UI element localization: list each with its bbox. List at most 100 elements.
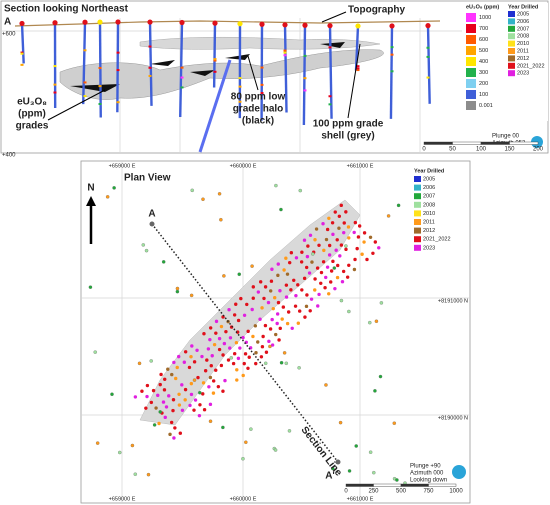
collar [209, 364, 213, 368]
collar [110, 392, 114, 397]
scale-label: 100 [476, 147, 487, 153]
collar [196, 375, 200, 380]
collar [373, 240, 378, 244]
easting-label: +659000 E [109, 496, 136, 502]
legend-label: 2010 [517, 41, 529, 47]
legend-label: 0.001 [479, 103, 493, 109]
grade-interval [213, 59, 217, 62]
collar [371, 251, 375, 255]
collar [151, 388, 156, 393]
collar [353, 257, 357, 262]
collar [309, 297, 314, 301]
collar [170, 372, 174, 377]
collar [141, 243, 146, 247]
collar [208, 375, 213, 380]
collar [182, 360, 187, 364]
collar [231, 361, 236, 366]
collar [268, 327, 273, 331]
northing-label: +8191000 N [438, 298, 468, 304]
collar [239, 296, 243, 301]
collar [217, 192, 222, 196]
collar [341, 269, 346, 274]
arrow [247, 55, 259, 91]
collar [193, 398, 198, 402]
collar [226, 358, 231, 362]
collar [331, 232, 335, 237]
easting-label: +660000 E [230, 496, 257, 502]
grade-interval [20, 52, 24, 55]
legend-label: 2011 [423, 219, 435, 225]
collar [275, 312, 280, 316]
collar [180, 383, 184, 387]
halo-note: grade halo [233, 104, 284, 115]
collar [232, 313, 237, 317]
collar [118, 450, 122, 455]
collar [299, 260, 304, 264]
collar [379, 301, 384, 305]
legend-swatch [466, 46, 476, 55]
collar [137, 361, 142, 366]
collar [201, 197, 205, 201]
collar [259, 21, 265, 27]
collar [293, 304, 298, 308]
collar [316, 304, 320, 308]
grade-interval [116, 51, 120, 54]
collar [270, 343, 275, 347]
grade-interval [390, 53, 394, 56]
collar [368, 320, 372, 325]
collar [331, 466, 335, 471]
collar [254, 351, 258, 355]
collar [284, 283, 289, 287]
scale-label: 50 [449, 147, 456, 153]
collar [313, 288, 317, 292]
legend-label: 2010 [423, 211, 435, 217]
collar [245, 302, 249, 307]
collar [335, 238, 339, 242]
collar [158, 382, 162, 387]
drill-holes [19, 19, 431, 126]
legend-label: 200 [479, 81, 488, 87]
collar [302, 238, 307, 242]
collar [347, 263, 351, 267]
collar [266, 300, 271, 305]
collar [147, 19, 153, 25]
collar [189, 355, 193, 359]
legend-label: 300 [479, 70, 488, 76]
collar [145, 394, 149, 399]
collar [395, 478, 399, 482]
drill-hole [98, 22, 102, 118]
collar [323, 285, 327, 290]
north-label: N [87, 183, 94, 194]
collar [227, 307, 231, 312]
collar [217, 347, 222, 352]
collar [214, 331, 218, 335]
legend-title: eU₃O₈ (ppm) [466, 4, 499, 10]
collar [317, 292, 321, 297]
scale-segment [345, 483, 374, 487]
legend-label: 2008 [517, 34, 529, 40]
grade-interval [303, 89, 307, 92]
collar [263, 285, 268, 289]
collar [241, 373, 245, 378]
collar [198, 390, 202, 395]
collar [271, 306, 275, 311]
grades-note: grades [16, 121, 49, 132]
legend-swatch [414, 244, 421, 251]
plan-title: Plan View [124, 173, 171, 184]
scale-label: 0 [344, 489, 348, 495]
collar [329, 280, 333, 284]
collar [192, 360, 197, 364]
collar [228, 346, 232, 350]
grade-interval [260, 83, 264, 86]
collar [308, 233, 313, 238]
collar [360, 252, 364, 256]
section-end [149, 221, 155, 227]
collar [189, 293, 194, 298]
drill-hole [20, 23, 25, 64]
drill-hole [82, 22, 87, 105]
legend-swatch [466, 13, 476, 22]
collar [313, 238, 317, 242]
collar [144, 248, 149, 253]
grade-interval [238, 77, 242, 80]
